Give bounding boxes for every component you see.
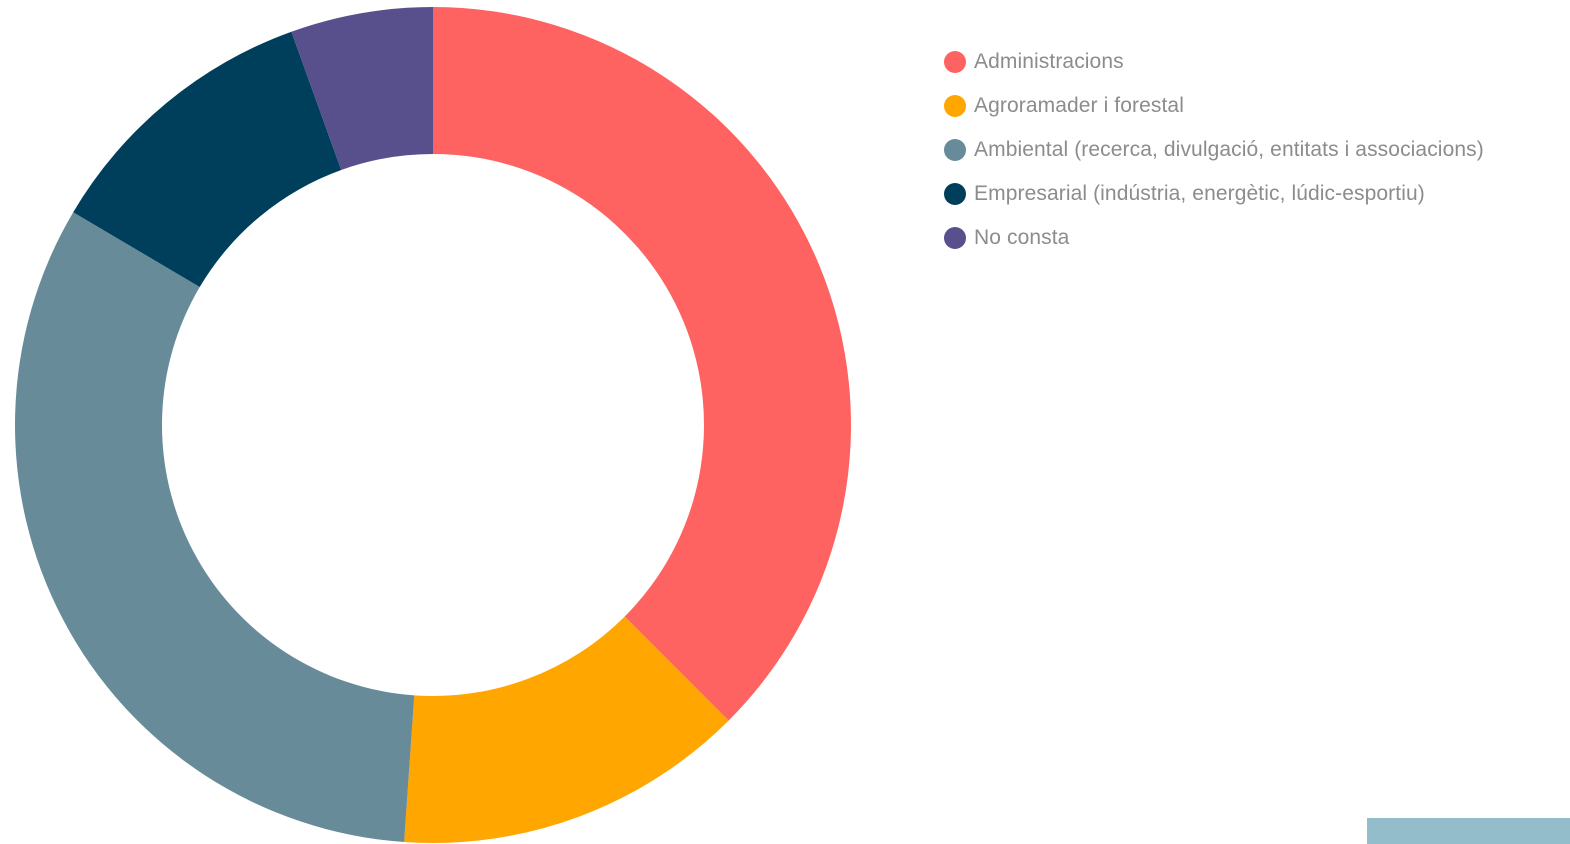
donut-slice-no-consta[interactable] xyxy=(291,7,433,171)
legend-label: No consta xyxy=(974,226,1070,249)
legend-swatch-icon xyxy=(944,139,966,161)
donut-slice-empresarial-industria-energetic-ludic-esportiu[interactable] xyxy=(73,31,342,288)
donut-slices xyxy=(15,7,851,843)
legend-label: Administracions xyxy=(974,50,1124,73)
legend-swatch-icon xyxy=(944,183,966,205)
legend-label: Ambiental (recerca, divulgació, entitats… xyxy=(974,138,1484,161)
legend-item[interactable]: Ambiental (recerca, divulgació, entitats… xyxy=(944,128,1484,172)
corner-decoration xyxy=(1367,818,1570,844)
donut-slice-agroramader-i-forestal[interactable] xyxy=(404,616,729,843)
chart-legend: Administracions Agroramader i forestal Amb… xyxy=(944,40,1484,260)
legend-swatch-icon xyxy=(944,227,966,249)
legend-swatch-icon xyxy=(944,51,966,73)
donut-slice-administracions[interactable] xyxy=(433,7,851,721)
legend-item[interactable]: Empresarial (indústria, energètic, lúdic… xyxy=(944,172,1484,216)
legend-item[interactable]: Administracions xyxy=(944,40,1484,84)
legend-item[interactable]: No consta xyxy=(944,216,1484,260)
donut-slice-ambiental-recerca-divulgacio-entitats-i-associacions[interactable] xyxy=(15,212,415,843)
legend-label: Agroramader i forestal xyxy=(974,94,1184,117)
legend-label: Empresarial (indústria, energètic, lúdic… xyxy=(974,182,1425,205)
legend-swatch-icon xyxy=(944,95,966,117)
legend-item[interactable]: Agroramader i forestal xyxy=(944,84,1484,128)
